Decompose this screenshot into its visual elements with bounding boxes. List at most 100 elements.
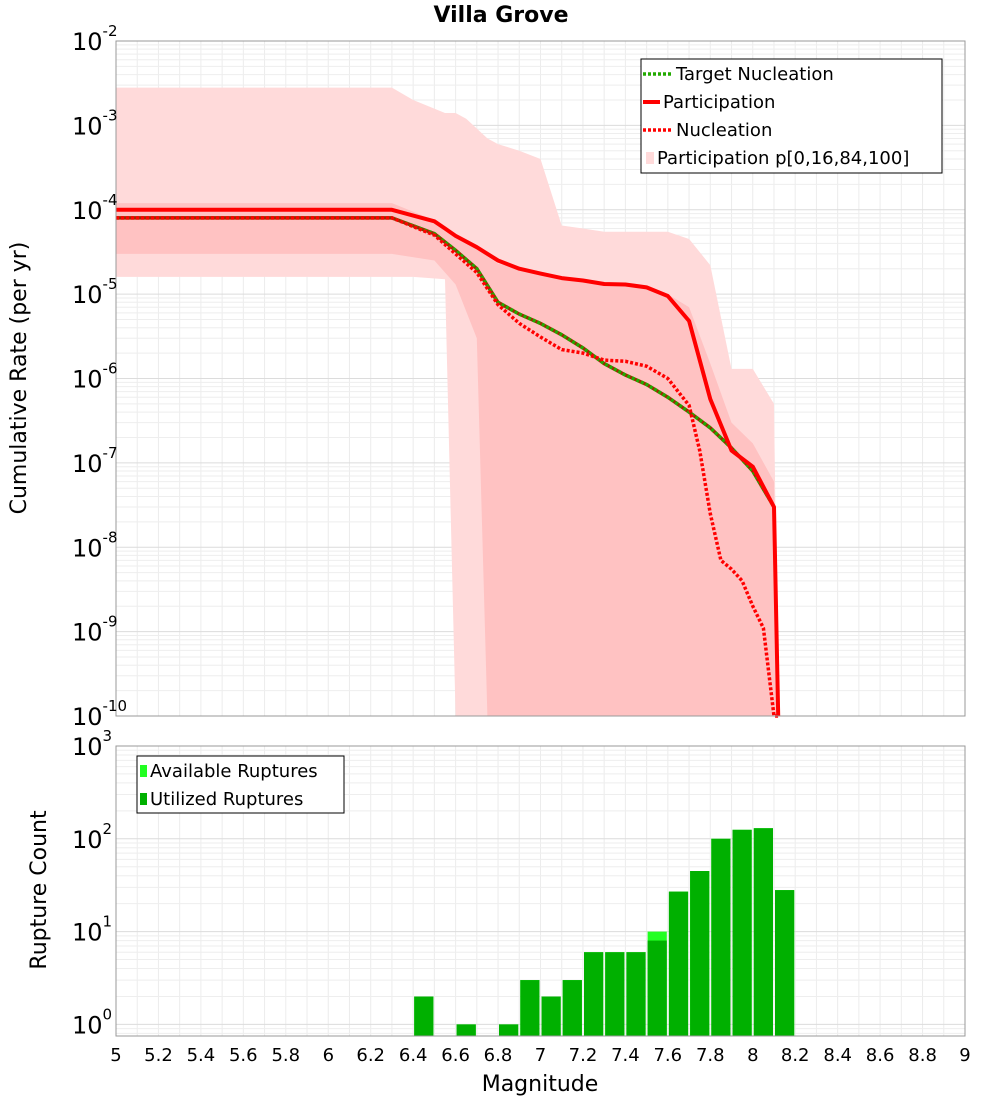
y-tick-base: 10 [72, 826, 103, 854]
bottom-plot-frame [115, 745, 966, 1037]
bottom-y-tick-label: 102 [72, 820, 112, 854]
top-legend: Target Nucleation Participation Nucleation… [640, 58, 943, 174]
y-tick-base: 10 [72, 733, 103, 761]
utilized-ruptures-bar [584, 952, 604, 1036]
top-y-tick-label: 10-2 [72, 22, 118, 56]
y-tick-exponent: -4 [103, 191, 118, 209]
y-tick-exponent: -5 [103, 275, 118, 293]
utilized-ruptures-bar [499, 1024, 519, 1036]
bottom-legend: Available Ruptures Utilized Ruptures [136, 755, 345, 814]
legend-label-nucleation: Nucleation [676, 120, 772, 141]
y-tick-base: 10 [72, 534, 103, 562]
y-tick-base: 10 [72, 366, 103, 394]
y-tick-base: 10 [72, 919, 103, 947]
x-tick-label: 6.4 [399, 1045, 428, 1066]
utilized-ruptures-bar [562, 980, 582, 1036]
top-plot-frame [115, 40, 966, 717]
y-tick-base: 10 [72, 28, 103, 56]
y-tick-exponent: -7 [103, 444, 118, 462]
x-tick-label: 7.2 [569, 1045, 598, 1066]
utilized-ruptures-bar [456, 1024, 476, 1036]
legend-label-target-nucleation: Target Nucleation [675, 64, 834, 85]
top-y-tick-label: 10-6 [72, 360, 118, 394]
x-tick-label: 8.6 [866, 1045, 895, 1066]
bottom-legend-box [136, 755, 345, 814]
x-tick-label: 7.6 [653, 1045, 682, 1066]
y-tick-exponent: -8 [103, 528, 118, 546]
y-tick-base: 10 [72, 703, 103, 731]
utilized-ruptures-bar [626, 952, 646, 1036]
top-lines [116, 207, 781, 718]
legend-label-participation: Participation [663, 92, 775, 113]
y-tick-exponent: -10 [103, 697, 128, 715]
x-tick-label: 5.4 [187, 1045, 216, 1066]
x-tick-label: 5.8 [271, 1045, 300, 1066]
x-tick-label: 8 [747, 1045, 758, 1066]
utilized-ruptures-bar [690, 871, 710, 1036]
x-tick-label: 5.6 [229, 1045, 258, 1066]
y-tick-base: 10 [72, 281, 103, 309]
y-tick-base: 10 [72, 197, 103, 225]
y-tick-exponent: 2 [103, 820, 113, 838]
top-legend-box [640, 58, 943, 174]
utilized-ruptures-bar [732, 829, 752, 1036]
target-nucleation-line [116, 216, 776, 508]
participation-line [116, 207, 781, 717]
bottom-y-tick-label: 103 [72, 727, 112, 761]
utilized-ruptures-bar [711, 838, 731, 1036]
y-tick-exponent: -3 [103, 106, 118, 124]
y-tick-exponent: 0 [103, 1005, 113, 1023]
utilized-ruptures-bar [775, 890, 795, 1036]
y-tick-exponent: -6 [103, 360, 118, 378]
top-y-tick-label: 10-9 [72, 613, 118, 647]
y-tick-base: 10 [72, 1011, 103, 1039]
top-bands [116, 87, 779, 717]
top-panel: 10-210-310-410-510-610-710-810-910-10 Cu… [7, 22, 966, 731]
x-tick-label: 7.8 [696, 1045, 725, 1066]
utilized-ruptures-bar [605, 952, 625, 1036]
bottom-bars [414, 828, 795, 1036]
top-y-tick-label: 10-4 [72, 191, 118, 225]
legend-label-participation-p-0-16-84-100: Participation p[0,16,84,100] [657, 148, 909, 169]
nucleation-line [116, 216, 779, 718]
x-tick-label: 8.8 [908, 1045, 937, 1066]
x-tick-label: 6.2 [356, 1045, 385, 1066]
participation-band-inner [116, 203, 779, 717]
x-tick-label: 8.2 [781, 1045, 810, 1066]
top-y-ticks: 10-210-310-410-510-610-710-810-910-10 [72, 22, 127, 731]
top-y-tick-label: 10-7 [72, 444, 118, 478]
x-ticks: 5 5.2 5.4 5.6 5.8 6 6.2 6.4 6.6 6.8 7 7.2 7.4 7.6 7.8 8… [110, 1045, 970, 1066]
top-y-tick-label: 10-3 [72, 106, 118, 140]
bottom-y-tick-label: 101 [72, 913, 112, 947]
top-y-tick-label: 10-5 [72, 275, 118, 309]
legend-swatch-participation-p-0-16-84-100 [646, 152, 654, 164]
utilized-ruptures-bar [414, 996, 434, 1036]
utilized-ruptures-bar [668, 891, 689, 1036]
legend-label-available-ruptures: Available Ruptures [150, 761, 318, 782]
legend-label-utilized-ruptures: Utilized Ruptures [150, 789, 303, 810]
y-tick-base: 10 [72, 450, 103, 478]
y-tick-exponent: -9 [103, 613, 118, 631]
utilized-ruptures-bar [647, 940, 667, 1036]
x-tick-label: 6.8 [484, 1045, 513, 1066]
legend-swatch-utilized-ruptures [140, 793, 147, 805]
y-tick-base: 10 [72, 112, 103, 140]
y-tick-exponent: -2 [103, 22, 118, 40]
x-tick-label: 5 [110, 1045, 121, 1066]
bottom-y-axis-label: Rupture Count [27, 810, 52, 970]
y-tick-base: 10 [72, 619, 103, 647]
bottom-y-tick-label: 100 [72, 1005, 112, 1039]
utilized-ruptures-bar [753, 828, 773, 1036]
legend-swatch-available-ruptures [140, 765, 147, 777]
x-tick-label: 7 [535, 1045, 546, 1066]
top-y-axis-label: Cumulative Rate (per yr) [7, 242, 32, 515]
y-tick-exponent: 3 [103, 727, 113, 745]
x-tick-label: 6.6 [441, 1045, 470, 1066]
x-tick-label: 9 [959, 1045, 970, 1066]
y-tick-exponent: 1 [103, 913, 113, 931]
x-tick-label: 5.2 [144, 1045, 173, 1066]
x-axis-label: Magnitude [482, 1072, 599, 1097]
